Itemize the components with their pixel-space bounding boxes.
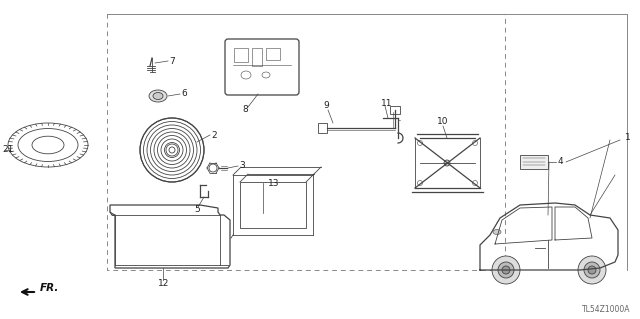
Text: FR.: FR.	[40, 283, 60, 293]
Circle shape	[502, 266, 510, 274]
Bar	[520, 155, 548, 169]
Text: 6: 6	[181, 90, 187, 99]
Ellipse shape	[149, 90, 167, 102]
Text: 4: 4	[558, 158, 564, 167]
Bar	[266, 48, 280, 60]
Text: 13: 13	[268, 179, 280, 188]
Ellipse shape	[153, 93, 163, 100]
Bar	[234, 48, 248, 62]
Circle shape	[492, 256, 520, 284]
Ellipse shape	[493, 229, 501, 234]
Bar	[390, 106, 400, 114]
Text: 3: 3	[239, 161, 244, 170]
Circle shape	[444, 160, 450, 166]
Text: 10: 10	[437, 117, 449, 127]
Text: 7: 7	[169, 56, 175, 65]
Text: 12: 12	[158, 278, 170, 287]
Text: 21: 21	[2, 145, 13, 154]
Circle shape	[498, 262, 514, 278]
Circle shape	[588, 266, 596, 274]
Bar	[240, 182, 306, 228]
Circle shape	[578, 256, 606, 284]
Text: 9: 9	[323, 101, 329, 110]
Circle shape	[584, 262, 600, 278]
Text: 5: 5	[194, 204, 200, 213]
Bar	[318, 123, 327, 133]
Text: 1: 1	[625, 133, 631, 143]
Text: TL54Z1000A: TL54Z1000A	[582, 306, 630, 315]
Text: 2: 2	[211, 130, 216, 139]
Text: 11: 11	[381, 99, 392, 108]
Text: 8: 8	[242, 106, 248, 115]
Bar	[252, 48, 262, 66]
Bar	[107, 14, 505, 270]
